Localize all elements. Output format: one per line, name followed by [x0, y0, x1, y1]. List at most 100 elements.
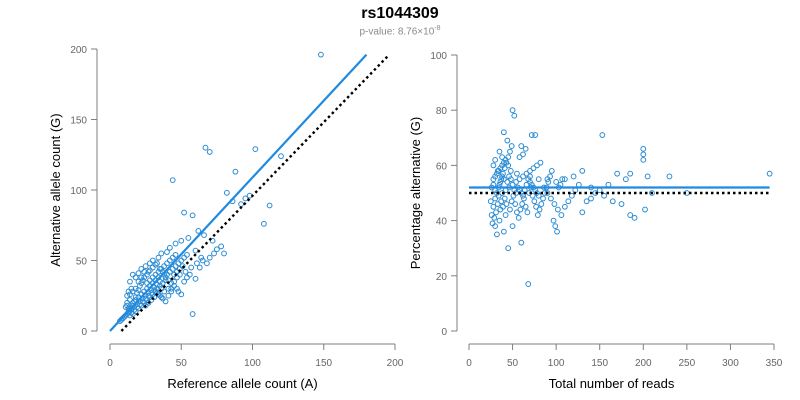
- regression-line: [109, 53, 368, 332]
- y-tick-label: 100: [70, 186, 87, 197]
- data-point: [172, 251, 179, 258]
- data-point: [537, 159, 544, 166]
- data-point: [195, 227, 202, 234]
- data-point: [278, 153, 284, 160]
- data-point: [165, 292, 172, 299]
- data-point: [124, 302, 130, 309]
- data-point: [504, 179, 511, 185]
- data-point: [496, 217, 503, 224]
- data-point: [565, 198, 572, 205]
- data-point: [520, 151, 526, 158]
- data-point: [554, 228, 560, 235]
- data-point: [176, 271, 183, 278]
- reference-dotted-line: [120, 55, 389, 332]
- data-point: [505, 245, 512, 252]
- data-point: [583, 198, 590, 205]
- data-point: [579, 209, 586, 216]
- y-axis-title: Percentage alternative (G): [408, 117, 423, 269]
- data-point: [531, 198, 538, 205]
- data-point: [500, 176, 507, 183]
- data-point: [181, 254, 188, 261]
- x-tick-label: 200: [635, 358, 652, 369]
- data-point: [534, 162, 540, 169]
- data-point: [640, 145, 647, 152]
- data-point: [517, 206, 524, 213]
- data-point: [206, 254, 213, 261]
- data-point: [508, 198, 515, 205]
- data-point: [501, 195, 508, 202]
- data-point: [551, 201, 558, 207]
- data-point: [201, 232, 207, 239]
- data-point: [135, 270, 142, 277]
- data-point: [538, 201, 545, 207]
- data-point: [188, 264, 195, 271]
- data-point: [487, 198, 494, 205]
- data-point: [127, 291, 133, 298]
- data-point: [498, 198, 505, 205]
- y-tick-label: 0: [81, 327, 87, 338]
- data-point: [609, 198, 616, 205]
- data-point: [181, 278, 188, 285]
- data-point: [172, 240, 179, 247]
- data-point: [174, 268, 180, 275]
- data-point: [525, 281, 532, 287]
- data-point: [266, 202, 273, 209]
- data-point: [152, 261, 159, 268]
- data-point: [545, 179, 552, 185]
- data-point: [666, 173, 673, 180]
- data-point: [535, 192, 542, 199]
- data-point: [147, 260, 153, 267]
- data-point: [158, 250, 165, 257]
- data-point: [232, 168, 239, 175]
- x-tick-label: 150: [591, 358, 608, 369]
- y-tick-label: 50: [76, 257, 88, 268]
- y-tick-label: 0: [441, 327, 447, 338]
- data-point: [178, 257, 185, 264]
- data-point: [548, 195, 554, 202]
- data-point: [536, 206, 543, 213]
- data-point: [519, 201, 526, 207]
- data-point: [618, 201, 625, 207]
- data-point: [196, 264, 203, 271]
- data-point: [601, 192, 607, 199]
- data-point: [511, 112, 518, 119]
- data-point: [238, 201, 245, 208]
- data-point: [492, 195, 499, 202]
- data-point: [642, 206, 648, 213]
- data-point: [182, 268, 189, 275]
- data-point: [503, 159, 510, 166]
- data-point: [498, 176, 505, 183]
- data-point: [499, 154, 506, 161]
- x-tick-label: 200: [387, 358, 404, 369]
- data-point: [490, 203, 497, 210]
- data-point: [561, 203, 568, 210]
- data-point: [493, 190, 500, 196]
- data-point: [644, 173, 651, 180]
- data-point: [631, 214, 638, 221]
- y-tick-label: 100: [430, 51, 447, 62]
- data-point: [568, 192, 575, 199]
- data-point: [127, 312, 133, 319]
- data-point: [493, 231, 500, 238]
- data-point: [509, 107, 516, 114]
- data-point: [162, 298, 169, 305]
- data-point: [158, 294, 165, 301]
- data-point: [155, 254, 162, 261]
- y-tick-label: 200: [70, 45, 87, 56]
- data-point: [508, 143, 515, 149]
- data-point: [516, 154, 523, 161]
- x-axis-title: Total number of reads: [549, 376, 675, 391]
- data-point: [500, 129, 507, 136]
- data-point: [138, 274, 145, 281]
- data-point: [504, 137, 511, 144]
- data-point: [513, 179, 519, 185]
- y-tick-label: 60: [436, 161, 448, 172]
- data-point: [520, 192, 526, 199]
- data-point: [149, 264, 156, 271]
- data-point: [559, 176, 566, 183]
- data-point: [627, 212, 634, 218]
- pvalue-exponent: -8: [434, 25, 441, 32]
- data-point: [192, 275, 199, 282]
- data-point: [218, 243, 225, 250]
